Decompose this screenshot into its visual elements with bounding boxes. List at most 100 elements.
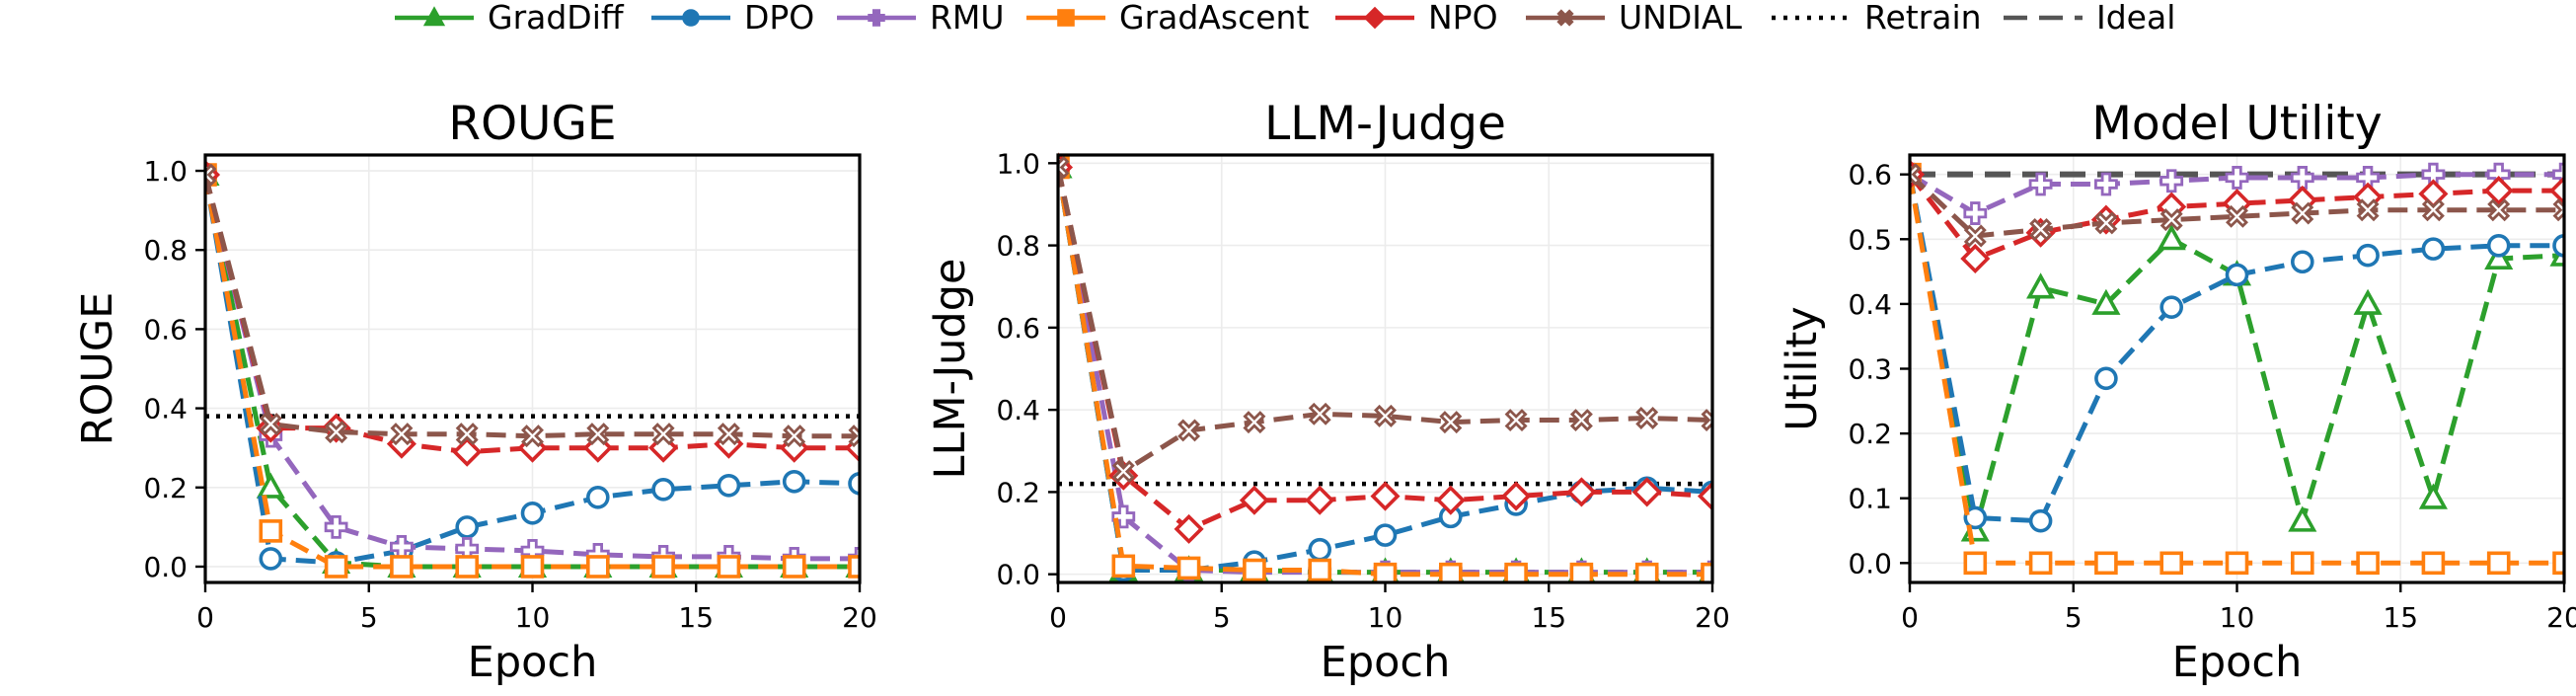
panel-title-model-utility: Model Utility <box>2091 97 2382 151</box>
data-point-gradascent <box>1111 554 1136 579</box>
legend-marker-npo <box>1363 6 1387 30</box>
data-point-dpo <box>2421 237 2446 261</box>
data-point-undial <box>259 413 282 436</box>
y-tick-label: 0.8 <box>996 230 1040 263</box>
y-tick-label: 0.8 <box>143 234 188 267</box>
data-point-undial <box>1701 409 1712 432</box>
data-point-dpo <box>848 471 860 496</box>
legend-marker-dpo <box>682 9 700 27</box>
data-point-graddiff <box>256 472 285 499</box>
data-point-rmu <box>1111 504 1136 529</box>
data-point-gradascent <box>2225 551 2249 576</box>
data-point-graddiff <box>2288 505 2317 532</box>
data-point-npo <box>1501 481 1532 511</box>
data-point-npo <box>1960 243 1991 274</box>
data-point-npo <box>1174 513 1204 544</box>
data-point-rmu <box>2225 166 2249 190</box>
data-point-undial <box>586 423 610 446</box>
data-point-gradascent <box>1439 562 1463 582</box>
data-point-rmu <box>1963 201 1988 225</box>
data-point-gradascent <box>1243 558 1266 582</box>
data-point-gradascent <box>2159 551 2183 576</box>
data-point-dpo <box>259 547 283 571</box>
data-point-undial <box>1308 402 1331 425</box>
legend-item-gradascent: GradAscent <box>1026 0 1309 37</box>
legend-item-dpo: DPO <box>651 0 814 37</box>
legend: GradDiff DPO RMU GradAscent NPO UNDIAL Retrain… <box>395 0 2175 37</box>
data-point-gradascent <box>782 555 806 579</box>
data-point-graddiff <box>2353 288 2383 315</box>
series-dpo <box>1910 162 2564 533</box>
series-rmu <box>1910 162 2564 225</box>
y-tick-label: 0.4 <box>996 394 1040 426</box>
data-point-graddiff <box>2091 288 2121 315</box>
data-point-gradascent <box>1308 558 1331 582</box>
y-tick-label: 0.2 <box>996 476 1040 508</box>
legend-marker-rmu <box>868 9 885 27</box>
data-point-undial <box>1374 404 1397 427</box>
data-point-gradascent <box>1176 556 1201 580</box>
y-tick-label: 0.2 <box>143 472 188 504</box>
chart-panels: 0 5 10 15 20 0.0 0.2 0.4 0.6 0.8 1.0 ROUGE Epoch ROUG… <box>73 97 2576 687</box>
legend-marker-gradascent <box>1057 9 1075 27</box>
series-undial <box>1058 156 1712 484</box>
y-axis-label: LLM-Judge <box>926 259 975 480</box>
data-point-undial <box>1963 224 1987 248</box>
data-point-dpo <box>585 486 610 509</box>
data-point-npo <box>1566 477 1597 507</box>
data-point-undial <box>2094 211 2118 235</box>
data-point-gradascent <box>2421 551 2446 576</box>
data-point-npo <box>1631 477 1662 507</box>
data-point-gradascent <box>2094 551 2118 576</box>
panel-rouge: 0 5 10 15 20 0.0 0.2 0.4 0.6 0.8 1.0 ROUGE Epoch ROUG… <box>73 97 877 687</box>
legend-item-retrain: Retrain <box>1772 0 1982 37</box>
data-point-gradascent <box>520 555 545 579</box>
data-point-dpo <box>782 469 806 494</box>
data-point-dpo <box>520 502 545 525</box>
legend-item-rmu: RMU <box>837 0 1005 37</box>
grid-llm-judge <box>1057 155 1713 582</box>
data-point-undial <box>1504 409 1528 432</box>
x-axis-label: Epoch <box>1321 638 1451 687</box>
y-tick-label: 1.0 <box>143 155 188 188</box>
data-point-gradascent <box>651 555 675 579</box>
data-point-gradascent <box>2356 551 2380 576</box>
series-line-undial <box>1910 172 2564 239</box>
data-point-gradascent <box>1963 551 1988 576</box>
data-point-gradascent <box>2028 551 2053 576</box>
y-tick-label: 0.4 <box>1848 288 1892 321</box>
legend-label-ideal: Ideal <box>2096 0 2175 37</box>
panel-llm-judge: 0 5 10 15 20 0.0 0.2 0.4 0.6 0.8 1.0 LLM-Judge Epoch… <box>926 97 1730 687</box>
legend-marker-graddiff <box>422 6 446 27</box>
data-point-dpo <box>1373 523 1398 547</box>
x-tick-label: 20 <box>1695 601 1730 634</box>
data-point-undial <box>848 425 860 448</box>
x-tick-label: 15 <box>678 601 714 634</box>
data-point-npo <box>2483 176 2514 206</box>
y-tick-label: 1.0 <box>996 147 1040 180</box>
data-point-dpo <box>1308 537 1331 562</box>
y-tick-label: 0.0 <box>996 559 1040 591</box>
legend-item-undial: UNDIAL <box>1526 0 1743 37</box>
x-axis-label: Epoch <box>468 638 598 687</box>
data-point-dpo <box>2225 263 2249 287</box>
data-point-undial <box>1635 406 1659 429</box>
x-tick-label: 10 <box>2220 601 2255 634</box>
x-tick-label: 20 <box>2546 601 2576 634</box>
series-line-undial <box>1058 166 1712 475</box>
data-point-undial <box>2029 217 2053 241</box>
data-point-npo <box>1239 485 1269 515</box>
data-point-undial <box>717 423 740 446</box>
x-tick-label: 15 <box>2383 601 2418 634</box>
series-line-graddiff <box>205 174 860 570</box>
data-point-dpo <box>2094 366 2118 391</box>
x-tick-label: 5 <box>360 601 378 634</box>
data-point-undial <box>2159 208 2183 232</box>
data-point-gradascent <box>259 519 283 543</box>
legend-label-undial: UNDIAL <box>1619 0 1743 37</box>
panel-model-utility: 0 5 10 15 20 0.0 0.1 0.2 0.3 0.4 0.5 0.6 Model Utili… <box>1778 97 2576 687</box>
data-point-gradascent <box>2552 551 2564 576</box>
data-point-gradascent <box>717 555 741 579</box>
data-point-undial <box>390 423 414 446</box>
